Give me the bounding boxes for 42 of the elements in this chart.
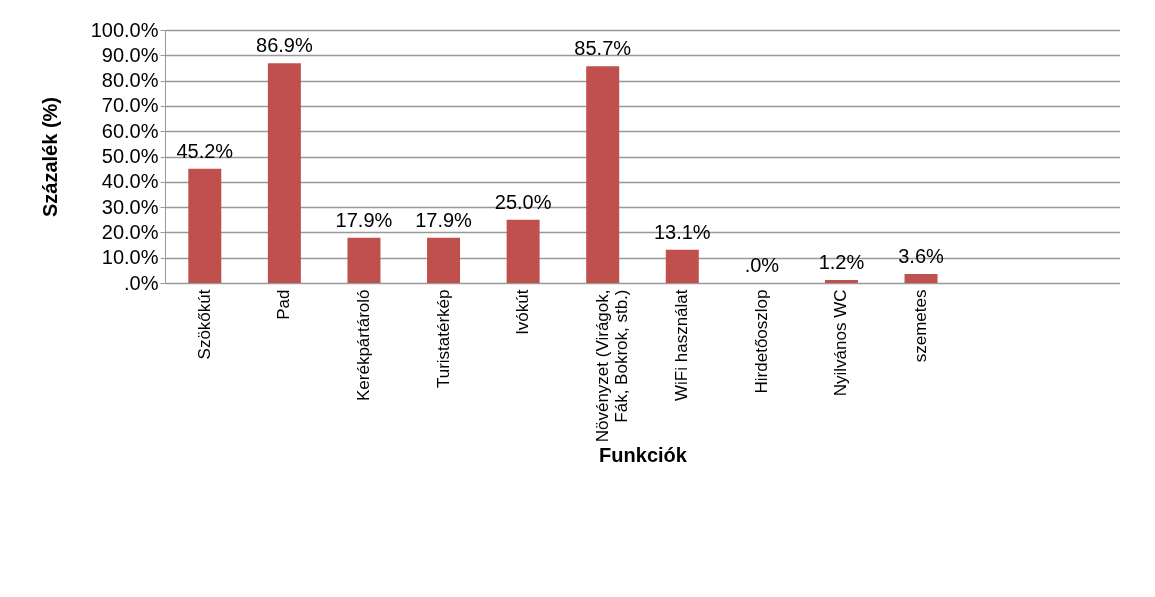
y-tick-label: 80.0% <box>101 69 159 92</box>
data-label: 45.2% <box>176 139 234 162</box>
data-label: 17.9% <box>415 208 473 231</box>
x-tick-label: Nyilvános WC <box>831 289 851 397</box>
bar <box>586 66 620 283</box>
x-tick-label: Pad <box>274 289 294 320</box>
y-tick-label: 30.0% <box>101 195 159 218</box>
bar <box>506 219 540 283</box>
bar <box>427 237 461 283</box>
data-label: 25.0% <box>494 190 552 213</box>
y-tick-label: 70.0% <box>101 94 159 117</box>
x-axis-title: Funkciók <box>599 444 688 467</box>
x-tick-label: Növényzet (Virágok, Fák, Bokrok, stb.) <box>592 289 631 443</box>
bar <box>904 273 938 283</box>
y-tick-label: 100.0% <box>90 18 159 41</box>
y-tick-label: 10.0% <box>101 246 159 269</box>
x-tick-label: Kerékpártároló <box>353 289 373 402</box>
data-label: 13.1% <box>653 220 711 243</box>
x-tick-label: Ivókút <box>513 289 533 335</box>
x-tick-label: Hirdetőoszlop <box>751 289 771 394</box>
bar <box>824 279 858 283</box>
x-tick-label: WiFi használat <box>672 289 692 401</box>
y-tick-label: 20.0% <box>101 220 159 243</box>
y-tick-label: 60.0% <box>101 119 159 142</box>
x-tick-label: szemetes <box>911 289 931 363</box>
data-label: 17.9% <box>335 208 393 231</box>
y-axis-title: Százalék (%) <box>38 96 61 218</box>
bar <box>267 63 301 283</box>
data-label: 85.7% <box>574 37 632 60</box>
data-label: 1.2% <box>818 250 865 273</box>
bar <box>188 168 222 283</box>
y-tick-label: .0% <box>124 271 159 294</box>
y-tick-label: 40.0% <box>101 170 159 193</box>
bar <box>665 249 699 283</box>
x-tick-label: Szökőkút <box>194 289 214 360</box>
data-label: .0% <box>744 254 780 276</box>
x-tick-label: Turistatérkép <box>433 289 453 389</box>
data-label: 86.9% <box>256 34 313 57</box>
bar <box>347 237 381 283</box>
y-tick-label: 50.0% <box>101 145 159 167</box>
y-tick-label: 90.0% <box>101 43 159 66</box>
data-label: 3.6% <box>898 244 945 267</box>
